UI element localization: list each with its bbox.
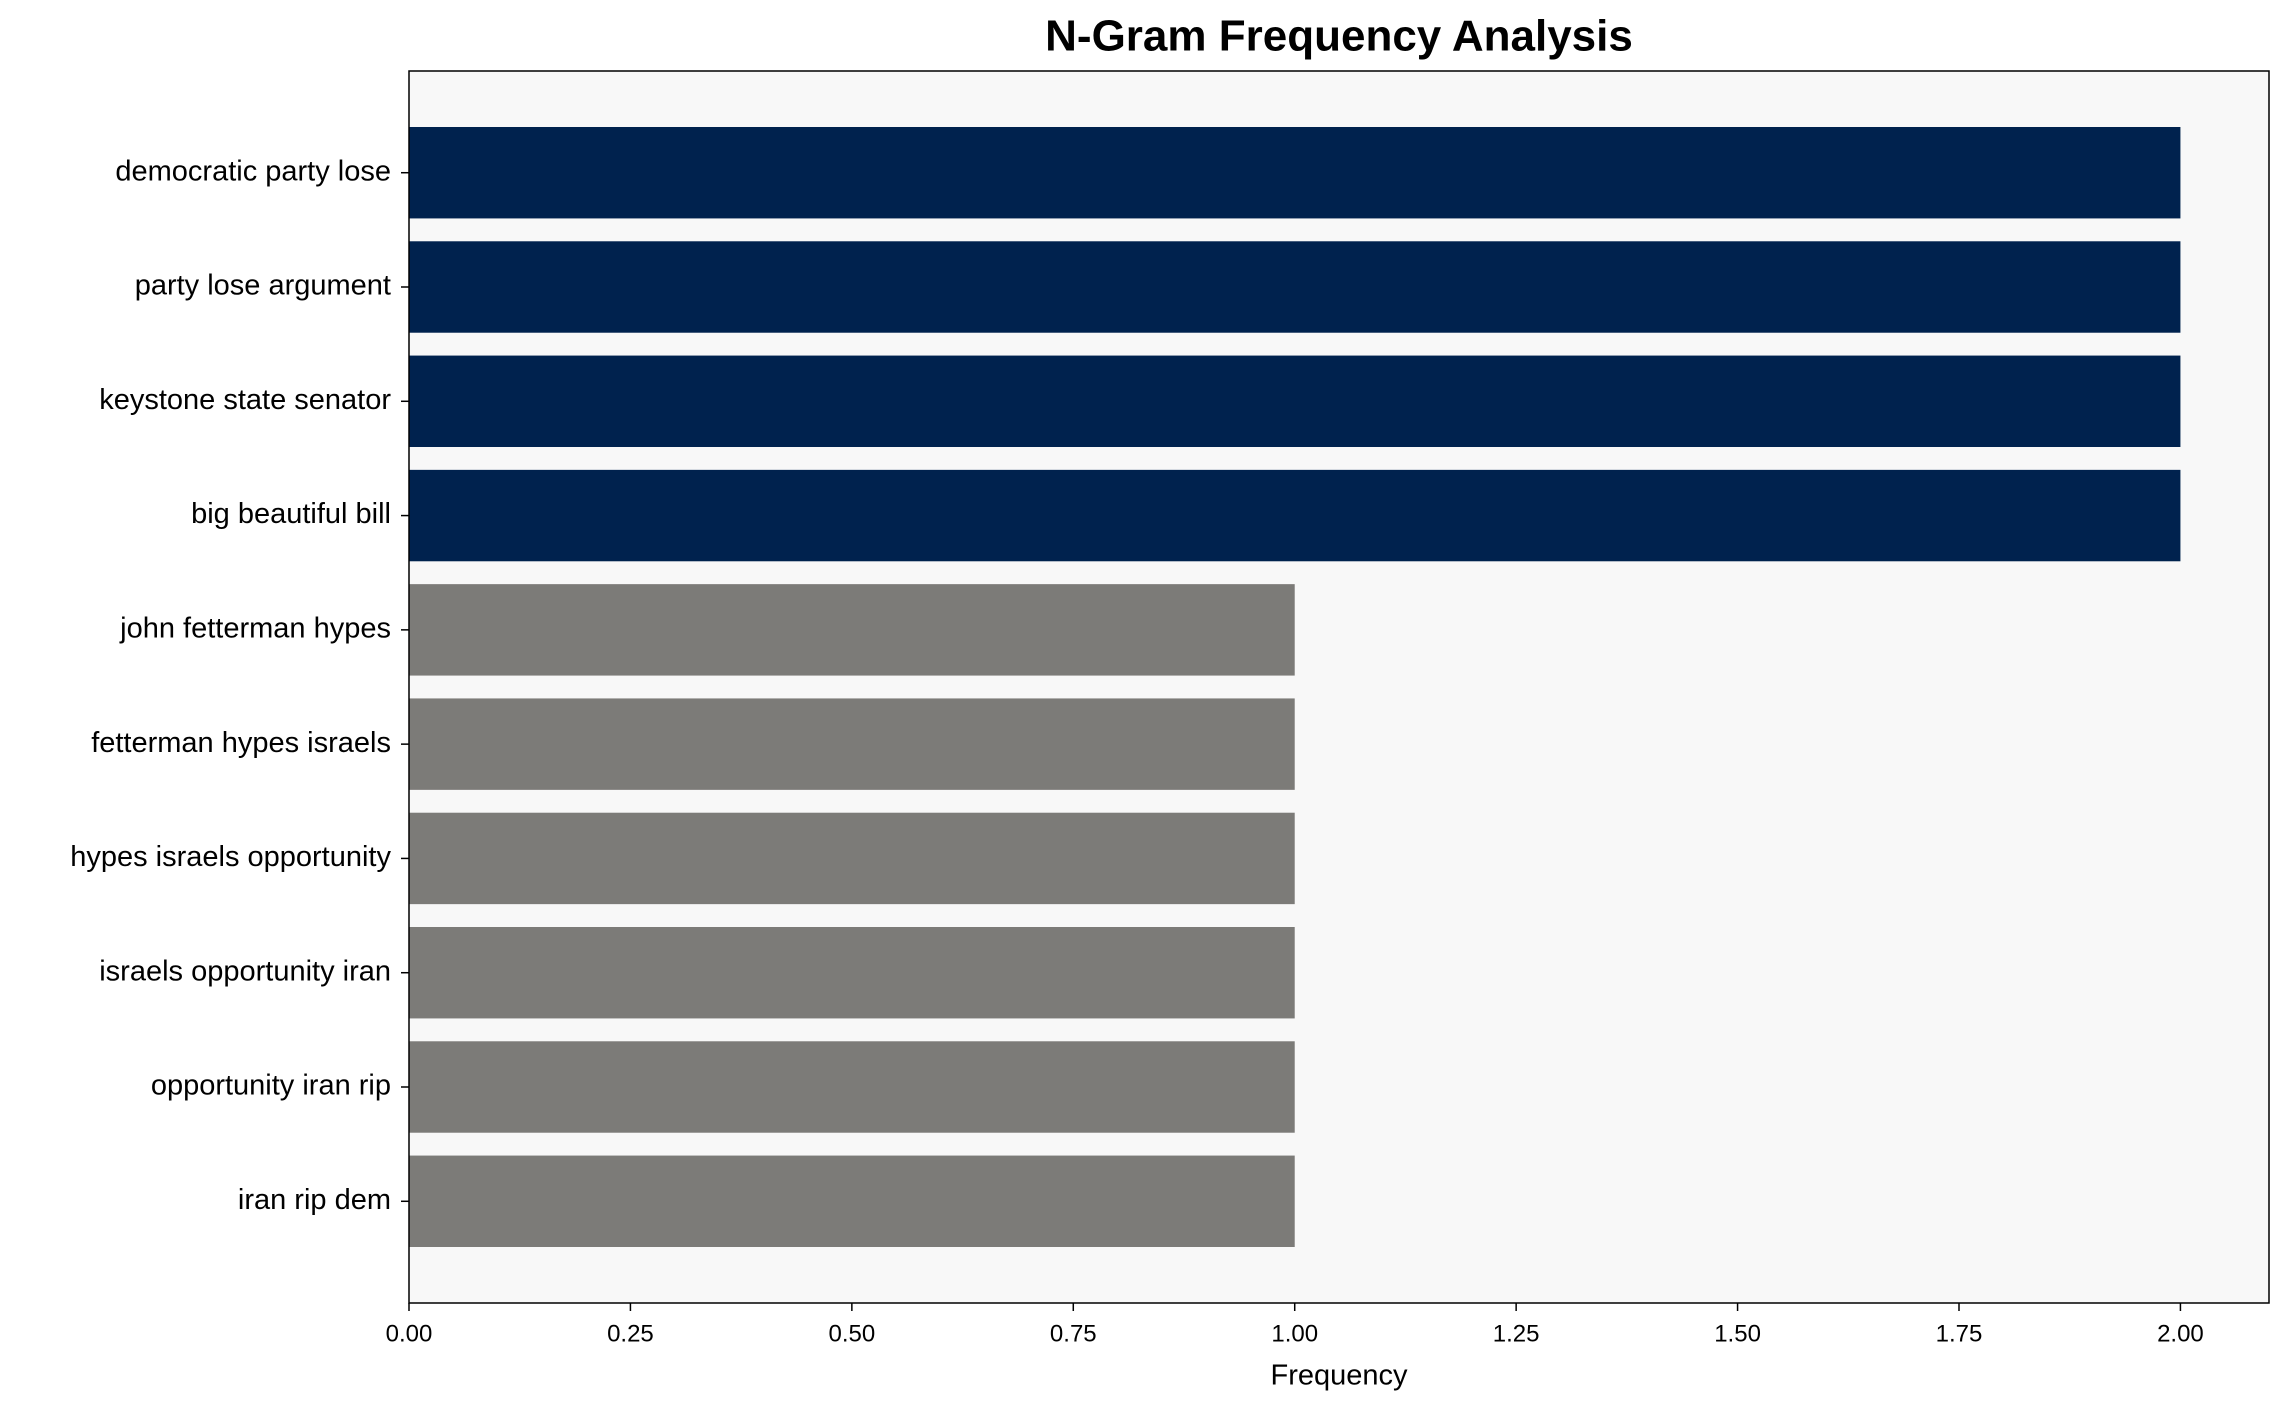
plot-frame bbox=[408, 70, 2270, 1304]
y-tick-label: keystone state senator bbox=[99, 384, 391, 416]
y-tick-label: democratic party lose bbox=[115, 155, 391, 187]
x-tick-label: 1.75 bbox=[1936, 1320, 1983, 1347]
x-tick-label: 1.50 bbox=[1714, 1320, 1761, 1347]
x-tick-label: 1.00 bbox=[1271, 1320, 1318, 1347]
bar bbox=[409, 355, 2181, 447]
x-tick-label: 0.00 bbox=[386, 1320, 433, 1347]
x-tick-label: 0.50 bbox=[828, 1320, 875, 1347]
bar bbox=[409, 698, 1295, 790]
y-tick-label: opportunity iran rip bbox=[151, 1070, 391, 1102]
bar bbox=[409, 127, 2181, 219]
x-tick-label: 0.25 bbox=[607, 1320, 654, 1347]
chart-title: N-Gram Frequency Analysis bbox=[1045, 12, 1633, 61]
bar bbox=[409, 241, 2181, 333]
y-tick-label: iran rip dem bbox=[238, 1184, 391, 1216]
bar bbox=[409, 584, 1295, 676]
y-tick-label: big beautiful bill bbox=[191, 498, 391, 530]
y-tick-label: hypes israels opportunity bbox=[70, 841, 391, 873]
x-axis-label: Frequency bbox=[1270, 1360, 1408, 1392]
y-tick-label: israels opportunity iran bbox=[99, 955, 391, 987]
y-tick-label: party lose argument bbox=[135, 270, 391, 302]
x-tick-label: 0.75 bbox=[1050, 1320, 1097, 1347]
bar bbox=[409, 927, 1295, 1019]
bar bbox=[409, 469, 2181, 562]
y-tick-label: fetterman hypes israels bbox=[91, 727, 391, 759]
bar bbox=[409, 1155, 1295, 1247]
bar bbox=[409, 812, 1295, 905]
x-tick-label: 1.25 bbox=[1493, 1320, 1540, 1347]
x-tick-label: 2.00 bbox=[2157, 1320, 2204, 1347]
y-tick-label: john fetterman hypes bbox=[119, 613, 391, 645]
bar bbox=[409, 1041, 1295, 1133]
